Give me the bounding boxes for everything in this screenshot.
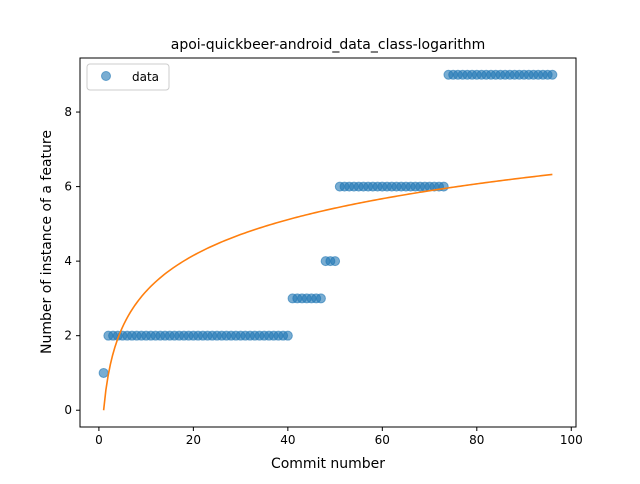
y-tick-label: 2 bbox=[64, 329, 72, 343]
data-point bbox=[99, 368, 108, 377]
y-tick-label: 0 bbox=[64, 403, 72, 417]
x-axis-label: Commit number bbox=[271, 456, 385, 472]
y-tick-label: 8 bbox=[64, 105, 72, 119]
x-tick-label: 40 bbox=[280, 433, 295, 447]
data-point bbox=[331, 257, 340, 266]
x-tick-label: 0 bbox=[95, 433, 103, 447]
y-tick-label: 4 bbox=[64, 254, 72, 268]
x-tick-label: 60 bbox=[375, 433, 390, 447]
x-tick-label: 100 bbox=[560, 433, 583, 447]
y-axis-label: Number of instance of a feature bbox=[39, 130, 55, 354]
data-point bbox=[548, 70, 557, 79]
x-tick-label: 20 bbox=[186, 433, 201, 447]
data-point bbox=[283, 331, 292, 340]
x-tick-label: 80 bbox=[469, 433, 484, 447]
legend-label-data: data bbox=[132, 70, 159, 84]
chart-title: apoi-quickbeer-android_data_class-logari… bbox=[171, 37, 486, 53]
y-tick-label: 6 bbox=[64, 180, 72, 194]
legend: data bbox=[87, 64, 169, 90]
data-point bbox=[316, 294, 325, 303]
legend-marker-data bbox=[102, 72, 111, 81]
